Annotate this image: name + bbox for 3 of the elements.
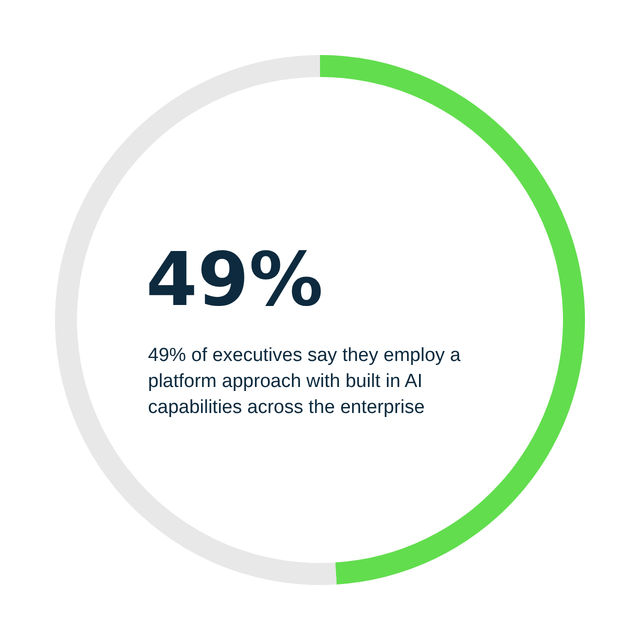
donut-slice [55,55,337,584]
text: 49% of executives say they employ a platform approach with built in AI capabilities across the enterprise [148,345,462,418]
text: 49% [146,237,324,323]
